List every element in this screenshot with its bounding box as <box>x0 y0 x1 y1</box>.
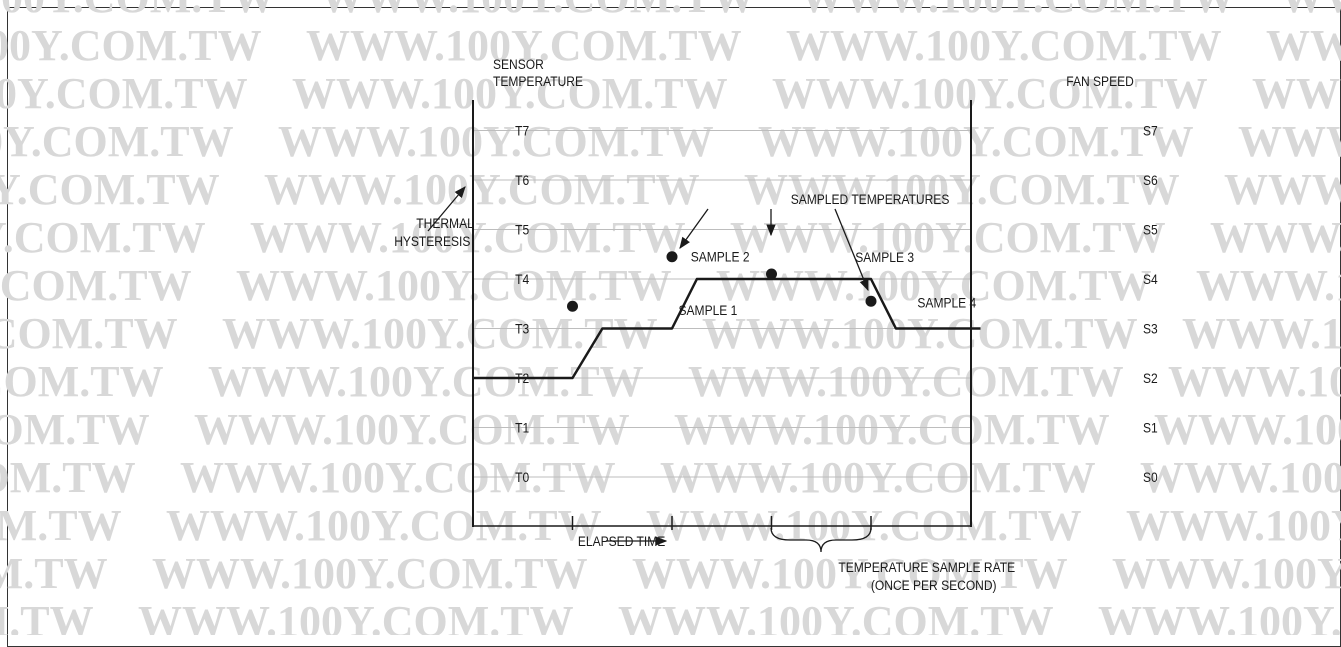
watermark-text: WWW.100Y.COM.TW <box>0 213 206 262</box>
watermark-text: WWW.100Y.COM.TW <box>0 69 248 118</box>
watermark-text: WWW.100Y.COM.TW <box>1112 549 1341 598</box>
watermark-text: WWW.100Y.COM.TW <box>0 0 276 22</box>
sample-point-3 <box>766 268 777 280</box>
watermark-text: WWW.100Y.COM.TW <box>0 501 122 550</box>
watermark-text: WWW.100Y.COM.TW <box>1238 117 1341 166</box>
watermark-text: WWW.100Y.COM.TW <box>618 597 1054 635</box>
watermark-text: WWW.100Y.COM.TW <box>1140 453 1341 502</box>
watermark-text: WWW.100Y.COM.TW <box>0 117 234 166</box>
fan-speed-line <box>473 277 981 380</box>
watermark-text: WWW.100Y.COM.TW <box>1126 501 1341 550</box>
right-tick-label: S3 <box>1143 321 1158 337</box>
watermark-text: WWW.100Y.COM.TW <box>0 309 178 358</box>
left-tick-label: T0 <box>515 469 529 485</box>
left-tick-label: T7 <box>515 123 529 139</box>
watermark-text: WWW.100Y.COM.TW <box>222 309 658 358</box>
watermark-text: WWW.100Y.COM.TW <box>730 213 1166 262</box>
watermark-text: WWW.100Y.COM.TW <box>236 261 672 310</box>
sample-label-1: SAMPLE 1 <box>678 302 737 318</box>
watermark-text: WWW.100Y.COM.TW <box>306 21 742 70</box>
right-axis-label: FAN SPEED <box>1066 73 1134 89</box>
watermark-text: WWW.100Y.COM.TW <box>0 261 192 310</box>
sample-label-4: SAMPLE 4 <box>917 294 976 310</box>
sample-label-2: SAMPLE 2 <box>691 249 750 265</box>
watermark-text: WWW.100Y.COM.TW <box>1154 405 1341 454</box>
left-tick-label: T5 <box>515 222 529 238</box>
watermark-text: WWW.100Y.COM.TW <box>716 261 1152 310</box>
watermark-text: WWW.100Y.COM.TW <box>688 357 1124 406</box>
left-tick-label: T1 <box>515 420 529 436</box>
watermark-text: WWW.100Y.COM.TW <box>1280 0 1341 22</box>
sampled-temperatures-label: SAMPLED TEMPERATURES <box>791 191 950 207</box>
right-tick-label: S2 <box>1143 370 1158 386</box>
watermark-text: WWW.100Y.COM.TW <box>772 69 1208 118</box>
sample-points: SAMPLE 1 SAMPLE 2 SAMPLE 3 SAMPLE 4 <box>567 249 976 318</box>
left-axis-label-line1: SENSOR <box>493 56 544 72</box>
sample-point-4 <box>865 295 877 307</box>
sample-label-3: SAMPLE 3 <box>855 249 914 265</box>
sample-point-2 <box>666 251 678 263</box>
sample-point-1 <box>567 300 578 312</box>
watermark-text: WWW.100Y.COM.TW <box>632 549 1068 598</box>
right-tick-labels: S0 S1 S2 S3 S4 S5 S6 S7 <box>1143 123 1158 486</box>
watermark-text: WWW.100Y.COM.TW <box>744 165 1180 214</box>
left-tick-label: T6 <box>515 172 529 188</box>
watermark-text: WWW.100Y.COM.TW <box>702 309 1138 358</box>
watermark-text: WWW.100Y.COM.TW <box>0 597 94 635</box>
watermark-text: WWW.100Y.COM.TW <box>0 21 262 70</box>
watermark-text: WWW.100Y.COM.TW <box>320 0 756 22</box>
watermark-text: WWW.100Y.COM.TW <box>278 117 714 166</box>
watermark-text: WWW.100Y.COM.TW <box>250 213 686 262</box>
right-tick-label: S1 <box>1143 420 1158 436</box>
watermark-text: WWW.100Y.COM.TW <box>1252 69 1341 118</box>
right-tick-label: S6 <box>1143 172 1158 188</box>
right-tick-label: S0 <box>1143 469 1158 485</box>
watermark-text: WWW.100Y.COM.TW <box>1098 597 1341 635</box>
left-tick-label: T3 <box>515 321 529 337</box>
watermark-text: WWW.100Y.COM.TW <box>264 165 700 214</box>
thermal-hysteresis-arrow <box>427 186 466 232</box>
thermal-hysteresis-line2: HYSTERESIS <box>394 233 470 249</box>
x-ticks <box>571 516 872 530</box>
sample-rate-label-line1: TEMPERATURE SAMPLE RATE <box>838 559 1015 575</box>
arrow-to-sample-4 <box>834 208 869 292</box>
watermark-text: WWW.100Y.COM.TW <box>1168 357 1341 406</box>
arrow-to-sample-2 <box>679 208 709 249</box>
watermark-text: WWW.100Y.COM.TW <box>0 549 108 598</box>
left-tick-label: T4 <box>515 271 529 287</box>
watermark-text: WWW.100Y.COM.TW <box>1182 309 1341 358</box>
watermark-text: WWW.100Y.COM.TW <box>292 69 728 118</box>
right-tick-label: S7 <box>1143 123 1158 139</box>
watermark-text: WWW.100Y.COM.TW <box>0 405 150 454</box>
watermark-text: WWW.100Y.COM.TW <box>208 357 644 406</box>
watermark-text: WWW.100Y.COM.TW <box>138 597 574 635</box>
watermark-text: WWW.100Y.COM.TW <box>674 405 1110 454</box>
watermark-text: WWW.100Y.COM.TW <box>152 549 588 598</box>
left-axis-label-line2: TEMPERATURE <box>493 73 583 89</box>
watermark-text: WWW.100Y.COM.TW <box>0 357 164 406</box>
watermark-text: WWW.100Y.COM.TW <box>194 405 630 454</box>
watermark-text: WWW.100Y.COM.TW <box>1196 261 1341 310</box>
watermark-text: WWW.100Y.COM.TW <box>0 165 220 214</box>
watermark-text: WWW.100Y.COM.TW <box>0 453 136 502</box>
thermal-hysteresis-line1: THERMAL <box>416 215 473 231</box>
sample-rate-brace <box>770 527 872 553</box>
watermark-text: WWW.100Y.COM.TW <box>758 117 1194 166</box>
watermark-text: WWW.100Y.COM.TW <box>1224 165 1341 214</box>
watermark-text: WWW.100Y.COM.TW <box>1266 21 1341 70</box>
sample-rate-label-line2: (ONCE PER SECOND) <box>871 577 997 593</box>
right-tick-label: S4 <box>1143 271 1158 287</box>
right-tick-label: S5 <box>1143 222 1158 238</box>
watermark-text: WWW.100Y.COM.TW <box>786 21 1222 70</box>
watermark-text: WWW.100Y.COM.TW <box>800 0 1236 22</box>
watermark-text: WWW.100Y.COM.TW <box>1210 213 1341 262</box>
